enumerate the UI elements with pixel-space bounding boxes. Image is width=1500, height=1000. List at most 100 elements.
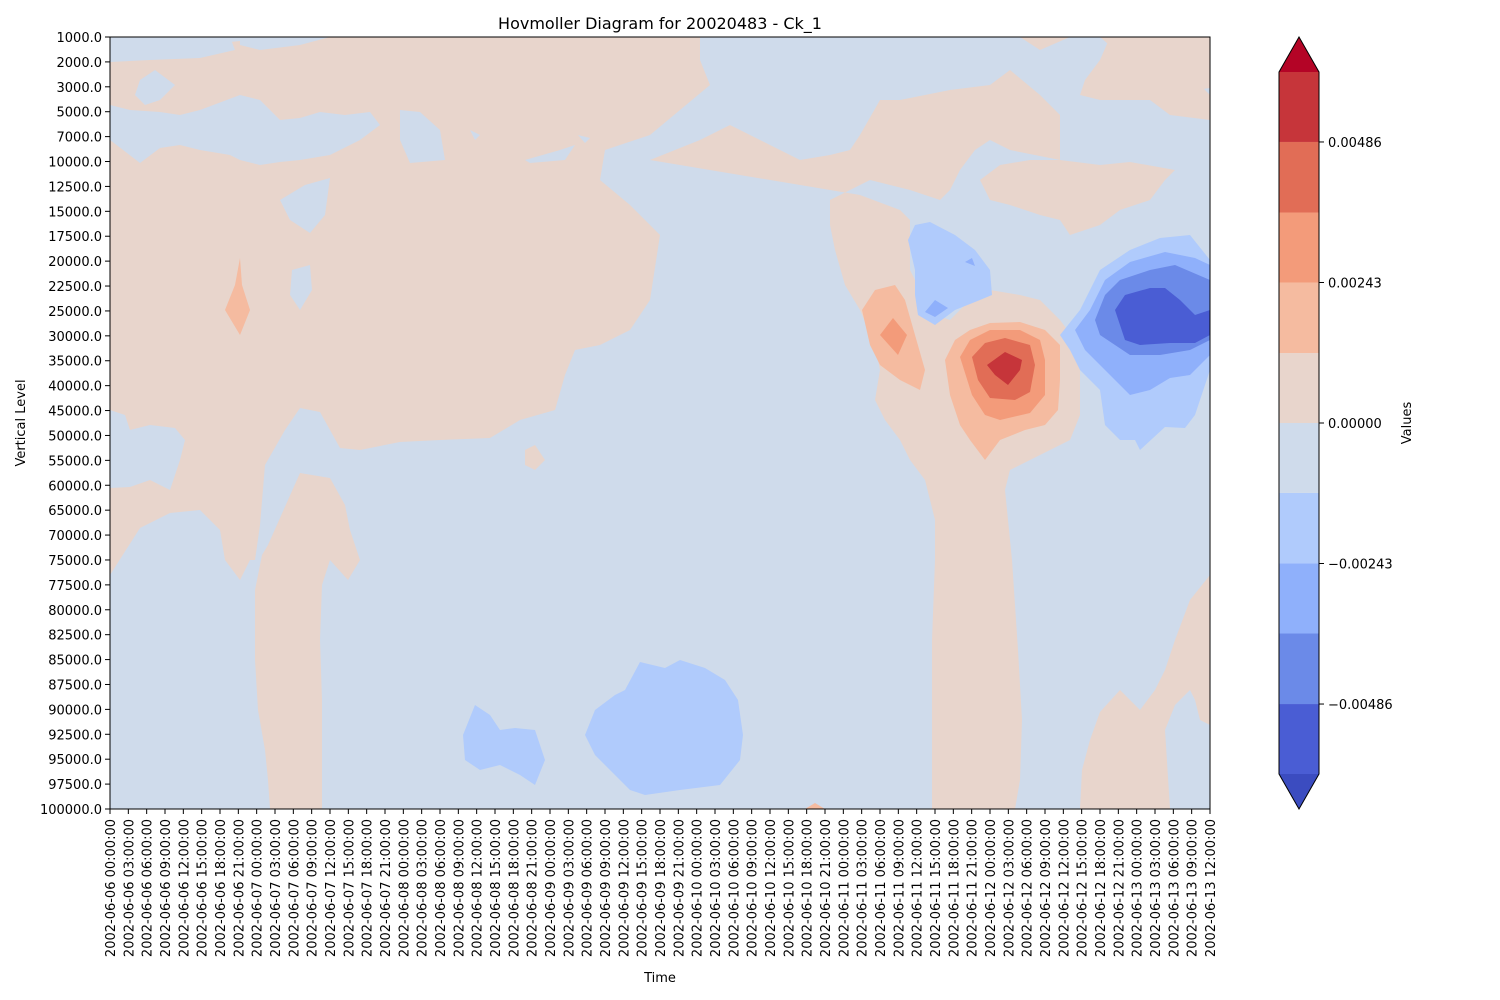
x-tick-label: 2002-06-12 12:00:00: [1057, 819, 1072, 957]
right-negative-core: [1115, 288, 1210, 345]
mid-negative-small-pocket: [525, 445, 545, 470]
x-tick-label: 2002-06-06 03:00:00: [122, 819, 137, 957]
colorbar-band: [1279, 212, 1319, 283]
x-tick-label: 2002-06-12 18:00:00: [1094, 819, 1109, 957]
x-tick-label: 2002-06-10 03:00:00: [709, 819, 724, 957]
chart-title: Hovmoller Diagram for 20020483 - Ck_1: [498, 14, 822, 34]
y-tick-label: 87500.0: [48, 678, 102, 693]
upper-left-positive-region: [110, 37, 710, 580]
y-axis-label: Vertical Level: [14, 379, 29, 466]
colorbar-extend-max: [1279, 37, 1319, 72]
top-negative-cap: [110, 37, 235, 62]
colorbar-label: Values: [1400, 402, 1415, 445]
left-positive-spike: [225, 258, 250, 335]
mid-left-negative-tongue: [290, 265, 312, 310]
x-tick-label: 2002-06-06 06:00:00: [141, 819, 156, 957]
y-tick-label: 100000.0: [40, 803, 102, 818]
y-tick-label: 30000.0: [48, 330, 102, 345]
x-tick-label: 2002-06-08 18:00:00: [507, 819, 522, 957]
x-tick-label: 2002-06-10 00:00:00: [691, 819, 706, 957]
x-tick-label: 2002-06-11 00:00:00: [837, 819, 852, 957]
bottom-positive-speck: [805, 803, 825, 809]
y-tick-label: 17500.0: [48, 230, 102, 245]
x-tick-label: 2002-06-07 12:00:00: [324, 819, 339, 957]
colorbar-band: [1279, 72, 1319, 142]
x-tick-label: 2002-06-08 03:00:00: [416, 819, 431, 957]
colorbar-band: [1279, 353, 1319, 423]
x-tick-label: 2002-06-06 21:00:00: [232, 819, 247, 957]
top-negative-cap-2: [240, 37, 330, 50]
x-tick-label: 2002-06-13 12:00:00: [1204, 819, 1219, 957]
top-negative-channel: [400, 110, 445, 163]
x-tick-label: 2002-06-08 21:00:00: [526, 819, 541, 957]
colorbar-tick-label: 0.00486: [1328, 136, 1382, 151]
lower-negative-pocket-center: [585, 660, 743, 795]
x-tick-label: 2002-06-08 06:00:00: [434, 819, 449, 957]
x-tick-label: 2002-06-11 03:00:00: [856, 819, 871, 957]
center-right-positive-region: [650, 70, 1080, 809]
x-tick-label: 2002-06-12 09:00:00: [1039, 819, 1054, 957]
top-negative-dot-2: [578, 135, 590, 143]
x-tick-label: 2002-06-08 09:00:00: [452, 819, 467, 957]
x-tick-label: 2002-06-10 18:00:00: [801, 819, 816, 957]
x-tick-label: 2002-06-07 03:00:00: [269, 819, 284, 957]
colorbar-band: [1279, 563, 1319, 634]
colorbar-tick-label: 0.00000: [1328, 417, 1382, 432]
colorbar-tick-label: 0.00243: [1328, 276, 1382, 291]
bottom-right-negative-notch: [1165, 690, 1210, 809]
positive-core-center: [987, 352, 1022, 385]
upper-right-negative-dot: [925, 300, 948, 317]
y-tick-label: 85000.0: [48, 654, 102, 669]
x-axis-label: Time: [643, 971, 676, 986]
colorbar-band: [1279, 704, 1319, 774]
top-negative-sliver: [525, 145, 575, 163]
y-tick-label: 97500.0: [48, 778, 102, 793]
upper-right-negative-line: [965, 258, 975, 266]
x-tick-label: 2002-06-09 00:00:00: [544, 819, 559, 957]
x-tick-label: 2002-06-07 21:00:00: [379, 819, 394, 957]
y-tick-label: 25000.0: [48, 305, 102, 320]
y-tick-label: 60000.0: [48, 479, 102, 494]
y-tick-label: 45000.0: [48, 405, 102, 420]
x-tick-label: 2002-06-11 12:00:00: [911, 819, 926, 957]
lower-negative-pocket-left: [463, 705, 545, 785]
upper-right-negative-patch: [908, 222, 992, 325]
colorbar-band: [1279, 633, 1319, 705]
colorbar-outline: [1278, 35, 1320, 811]
x-tick-label: 2002-06-12 21:00:00: [1112, 819, 1127, 957]
x-tick-label: 2002-06-13 09:00:00: [1186, 819, 1201, 957]
colorbar-tick-label: −0.00486: [1328, 698, 1393, 713]
x-tick-label: 2002-06-10 09:00:00: [746, 819, 761, 957]
y-tick-label: 10000.0: [48, 156, 102, 171]
x-tick-label: 2002-06-07 06:00:00: [287, 819, 302, 957]
y-axis: 1000.0 2000.0 3000.0 5000.0 7000.0 10000.0 125…: [40, 31, 110, 818]
left-positive-column: [255, 473, 360, 809]
x-tick-label: 2002-06-10 12:00:00: [764, 819, 779, 957]
x-tick-label: 2002-06-09 15:00:00: [636, 819, 651, 957]
y-tick-label: 20000.0: [48, 255, 102, 270]
colorbar-tick-label: −0.00243: [1328, 558, 1393, 573]
colorbar-extend-min: [1279, 774, 1319, 809]
x-axis: 2002-06-06 00:00:00 2002-06-06 03:00:00 20…: [104, 809, 1219, 957]
lower-left-negative-island: [110, 410, 185, 490]
x-tick-label: 2002-06-07 18:00:00: [361, 819, 376, 957]
x-tick-label: 2002-06-09 18:00:00: [654, 819, 669, 957]
upper-right-positive-corner: [1100, 37, 1210, 90]
x-tick-label: 2002-06-13 00:00:00: [1131, 819, 1146, 957]
x-tick-label: 2002-06-11 06:00:00: [874, 819, 889, 957]
upper-left-negative-strip: [110, 95, 380, 165]
y-tick-label: 40000.0: [48, 380, 102, 395]
x-tick-label: 2002-06-10 15:00:00: [782, 819, 797, 957]
x-tick-label: 2002-06-07 09:00:00: [306, 819, 321, 957]
y-tick-label: 22500.0: [48, 280, 102, 295]
x-tick-label: 2002-06-10 06:00:00: [727, 819, 742, 957]
colorbar-band: [1279, 141, 1319, 213]
left-cyclone-positive-inner: [880, 318, 907, 355]
x-tick-label: 2002-06-07 15:00:00: [342, 819, 357, 957]
x-tick-label: 2002-06-09 09:00:00: [599, 819, 614, 957]
x-tick-label: 2002-06-12 03:00:00: [1002, 819, 1017, 957]
x-tick-label: 2002-06-06 00:00:00: [104, 819, 119, 957]
y-tick-label: 90000.0: [48, 703, 102, 718]
y-tick-label: 2000.0: [57, 56, 103, 71]
